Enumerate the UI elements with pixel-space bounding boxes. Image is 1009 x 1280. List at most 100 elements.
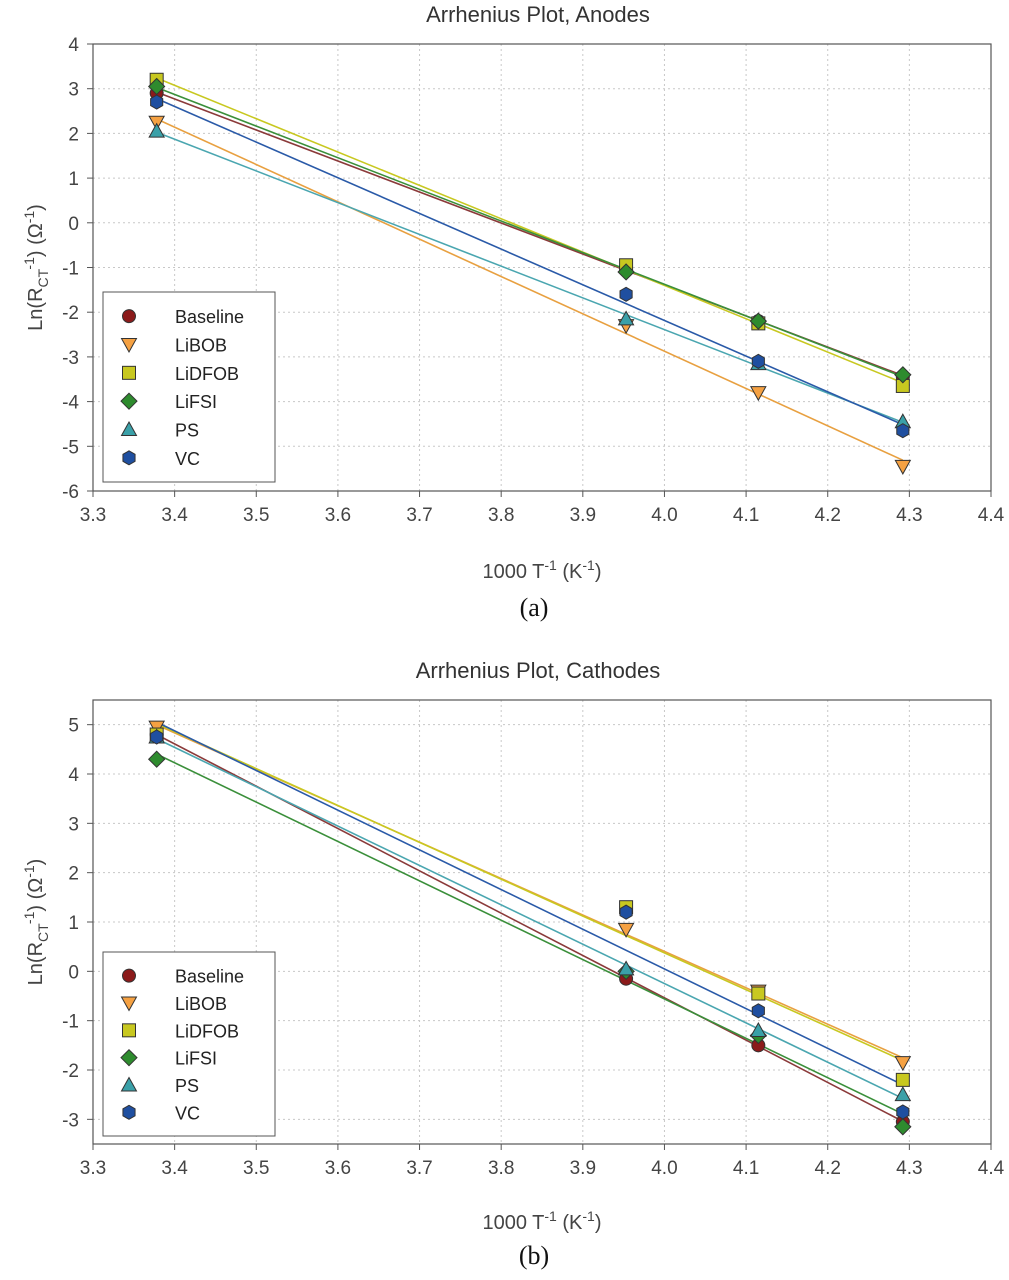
point-vc bbox=[150, 94, 164, 110]
y-tick-label: 1 bbox=[68, 169, 79, 190]
point-vc bbox=[896, 423, 910, 439]
chart-title: Arrhenius Plot, Anodes bbox=[426, 2, 650, 27]
x-tick-label: 4.4 bbox=[978, 505, 1005, 526]
legend: Baseline LiBOB LiDFOB LiFSI PS VC bbox=[102, 291, 276, 483]
fit-lines bbox=[156, 721, 904, 1123]
x-tick-label: 3.5 bbox=[243, 1158, 269, 1179]
legend-label: PS bbox=[175, 421, 199, 441]
chart-title: Arrhenius Plot, Cathodes bbox=[416, 658, 661, 683]
y-axis-label: Ln(RCT-1) (Ω-1) bbox=[21, 859, 51, 986]
y-axis-label: Ln(RCT-1) (Ω-1) bbox=[21, 204, 51, 331]
point-vc bbox=[619, 904, 633, 920]
fit-line-ps bbox=[156, 131, 904, 424]
legend-label: LiBOB bbox=[175, 994, 227, 1014]
x-tick-label: 4.3 bbox=[896, 505, 922, 526]
point-ps bbox=[617, 310, 635, 326]
data-points bbox=[147, 720, 912, 1136]
x-tick-label: 4.2 bbox=[815, 505, 841, 526]
data-points bbox=[147, 72, 912, 475]
fit-line-vc bbox=[156, 721, 904, 1086]
fit-line-libob bbox=[156, 118, 904, 461]
point-ps bbox=[894, 1086, 912, 1102]
point-vc bbox=[150, 729, 164, 745]
legend-marker-lidfob bbox=[122, 1023, 136, 1038]
point-libob bbox=[894, 459, 912, 475]
legend-marker-baseline bbox=[122, 309, 136, 324]
point-lifsi bbox=[617, 263, 635, 281]
x-tick-label: 4.3 bbox=[896, 1158, 922, 1179]
x-tick-label: 3.9 bbox=[570, 1158, 596, 1179]
legend-marker-lidfob bbox=[122, 365, 136, 380]
legend-marker-lifsi bbox=[120, 392, 138, 410]
legend-marker-ps bbox=[120, 420, 138, 436]
legend-marker-baseline bbox=[122, 968, 136, 983]
panel-caption: (a) bbox=[520, 593, 549, 622]
fit-lines bbox=[156, 77, 904, 461]
y-tick-label: 2 bbox=[68, 124, 79, 145]
x-tick-label: 4.1 bbox=[733, 505, 759, 526]
x-tick-label: 3.7 bbox=[406, 505, 432, 526]
y-tick-label: -3 bbox=[62, 348, 79, 369]
panel-caption: (b) bbox=[519, 1241, 549, 1270]
legend-label: LiDFOB bbox=[175, 1021, 239, 1041]
y-tick-label: 0 bbox=[68, 962, 79, 983]
legend-label: LiFSI bbox=[175, 392, 217, 412]
point-vc bbox=[751, 353, 765, 369]
fit-line-lifsi bbox=[156, 753, 904, 1115]
y-tick-label: -1 bbox=[62, 1012, 79, 1033]
point-lidfob bbox=[751, 986, 766, 1001]
point-lifsi bbox=[894, 1118, 912, 1136]
legend-marker-lifsi bbox=[120, 1048, 138, 1067]
point-lidfob bbox=[895, 1072, 910, 1087]
y-tick-label: 4 bbox=[68, 35, 79, 56]
point-ps bbox=[148, 122, 166, 138]
point-libob bbox=[894, 1056, 912, 1072]
y-tick-label: 5 bbox=[68, 716, 79, 737]
legend-label: LiFSI bbox=[175, 1049, 217, 1069]
legend-box bbox=[102, 291, 276, 483]
x-tick-label: 4.0 bbox=[651, 505, 677, 526]
legend-label: Baseline bbox=[175, 967, 244, 987]
fit-line-ps bbox=[156, 738, 904, 1100]
x-tick-label: 3.3 bbox=[80, 1158, 106, 1179]
y-tick-label: 0 bbox=[68, 214, 79, 235]
legend-label: VC bbox=[175, 1103, 200, 1123]
fit-line-lidfob bbox=[156, 722, 904, 1062]
legend-label: LiBOB bbox=[175, 336, 227, 356]
point-lifsi bbox=[894, 366, 912, 384]
x-tick-label: 3.4 bbox=[161, 1158, 188, 1179]
y-tick-label: -2 bbox=[62, 303, 79, 324]
legend-marker-libob bbox=[120, 996, 138, 1012]
y-tick-label: -3 bbox=[62, 1110, 79, 1131]
point-vc bbox=[896, 1104, 910, 1120]
point-libob bbox=[749, 386, 767, 402]
x-tick-label: 3.5 bbox=[243, 505, 269, 526]
point-vc bbox=[619, 286, 633, 302]
x-tick-label: 3.7 bbox=[406, 1158, 432, 1179]
legend-marker-ps bbox=[120, 1076, 138, 1092]
y-tick-label: -4 bbox=[62, 393, 79, 414]
x-tick-label: 3.6 bbox=[325, 1158, 351, 1179]
legend-label: PS bbox=[175, 1076, 199, 1096]
legend-marker-vc bbox=[122, 1104, 136, 1120]
point-ps bbox=[617, 960, 635, 976]
point-lifsi bbox=[749, 312, 768, 330]
y-tick-label: 2 bbox=[68, 864, 79, 885]
fit-line-lidfob bbox=[156, 77, 904, 384]
legend-label: VC bbox=[175, 449, 200, 469]
fit-line-lifsi bbox=[156, 86, 904, 378]
y-tick-label: -2 bbox=[62, 1061, 79, 1082]
legend: Baseline LiBOB LiDFOB LiFSI PS VC bbox=[102, 951, 276, 1137]
legend-marker-vc bbox=[122, 450, 136, 466]
y-tick-label: 4 bbox=[68, 765, 79, 786]
point-vc bbox=[751, 1003, 765, 1019]
legend-marker-libob bbox=[120, 338, 138, 354]
y-tick-label: -1 bbox=[62, 259, 79, 280]
x-tick-label: 4.0 bbox=[651, 1158, 677, 1179]
fit-line-vc bbox=[156, 97, 904, 426]
y-tick-label: -5 bbox=[62, 437, 79, 458]
x-tick-label: 4.1 bbox=[733, 1158, 759, 1179]
x-tick-label: 3.8 bbox=[488, 1158, 514, 1179]
x-tick-label: 4.2 bbox=[815, 1158, 841, 1179]
